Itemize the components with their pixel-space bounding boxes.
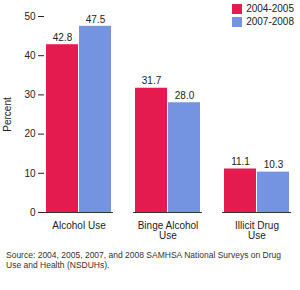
svg-text:0: 0: [30, 207, 36, 218]
svg-text:Percent: Percent: [2, 97, 13, 132]
svg-text:31.7: 31.7: [142, 75, 162, 86]
svg-text:Illicit DrugUse: Illicit DrugUse: [235, 220, 279, 241]
html-text:Source: 2004, 2005, 2007, and: Source: 2004, 2005, 2007, and 2008 SAMHS…: [6, 250, 281, 271]
svg-text:30: 30: [24, 89, 36, 100]
svg-text:10: 10: [24, 168, 36, 179]
svg-text:42.8: 42.8: [53, 32, 73, 43]
svg-text:Binge AlcoholUse: Binge AlcoholUse: [138, 220, 199, 241]
svg-text:28.0: 28.0: [175, 90, 195, 101]
svg-text:10.3: 10.3: [264, 159, 284, 170]
svg-text:40: 40: [24, 50, 36, 61]
svg-text:11.1: 11.1: [231, 156, 250, 167]
html-text:2007-2008: 2007-2008: [246, 16, 294, 27]
html-text:2004-2005: 2004-2005: [246, 3, 294, 14]
svg-text:20: 20: [24, 128, 36, 139]
svg-text:50: 50: [24, 11, 36, 22]
svg-text:47.5: 47.5: [86, 14, 106, 25]
svg-text:Alcohol Use: Alcohol Use: [52, 220, 106, 231]
